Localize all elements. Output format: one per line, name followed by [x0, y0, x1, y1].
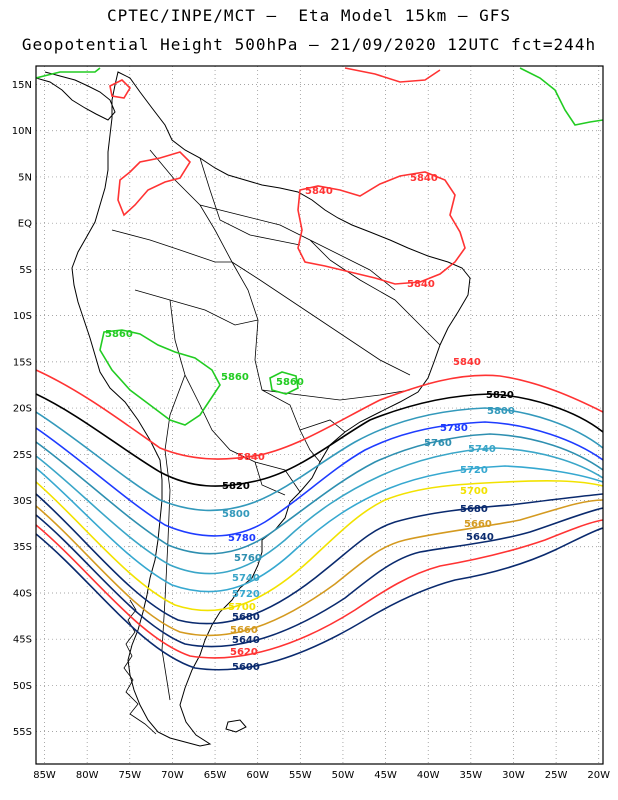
label-5660-1: 5660	[464, 519, 492, 530]
map-frame	[35, 65, 604, 765]
latitude-labels: 15N 10N 5N EQ 5S 10S 15S 20S 25S 30S 35S 40S 45S 50S 5…	[12, 80, 32, 738]
country-borders	[111, 149, 441, 701]
lat-tick-label: 15N	[12, 80, 32, 91]
contour-5860-north	[36, 67, 603, 126]
coastline	[36, 71, 471, 747]
map-title-line-1: CPTEC/INPE/MCT – Eta Model 15km – GFS	[106, 6, 512, 25]
label-5820-2: 5820	[222, 481, 250, 492]
lat-tick-label: 30S	[13, 496, 32, 507]
label-5660-2: 5660	[230, 625, 258, 636]
contour-5620	[36, 519, 603, 659]
label-5860-3: 5860	[276, 377, 304, 388]
contour-labels: 5840 5840 5840 5840 5840 5820 5820 5800 …	[105, 173, 515, 673]
lon-tick-label: 40W	[417, 770, 440, 781]
lon-tick-label: 75W	[118, 770, 141, 781]
contour-5840-small	[109, 79, 132, 99]
label-5860-2: 5860	[221, 372, 249, 383]
label-5760-2: 5760	[234, 553, 262, 564]
lon-tick-label: 25W	[545, 770, 568, 781]
lat-tick-label: 55S	[13, 727, 32, 738]
contour-5800	[36, 407, 603, 512]
label-5800-1: 5800	[487, 406, 515, 417]
lon-tick-label: 50W	[332, 770, 355, 781]
lon-tick-label: 60W	[246, 770, 269, 781]
contour-5600	[36, 527, 603, 671]
label-5840-5: 5840	[237, 452, 265, 463]
label-5640-1: 5640	[466, 532, 494, 543]
label-5820-1: 5820	[486, 390, 514, 401]
contour-5720	[36, 465, 603, 593]
contour-5840-south	[36, 369, 603, 460]
lon-tick-label: 30W	[502, 770, 525, 781]
label-5740-1: 5740	[468, 444, 496, 455]
contour-5760	[36, 433, 603, 555]
label-5840-1: 5840	[305, 186, 333, 197]
south-america-coast	[71, 71, 471, 747]
label-5680-2: 5680	[232, 612, 260, 623]
label-5840-3: 5840	[407, 279, 435, 290]
lon-tick-label: 45W	[374, 770, 397, 781]
longitude-labels: 85W 80W 75W 70W 65W 60W 55W 50W 45W 40W 35W 30W 25W 2…	[33, 770, 610, 781]
label-5780-2: 5780	[228, 533, 256, 544]
map-title-line-2: Geopotential Height 500hPa – 21/09/2020 …	[21, 35, 597, 54]
label-5620: 5620	[230, 647, 258, 658]
chile-archipelago	[123, 599, 157, 735]
contour-5860-east	[269, 371, 299, 395]
lat-tick-label: 40S	[13, 588, 32, 599]
lat-tick-label: 50S	[13, 681, 32, 692]
graticule	[36, 66, 603, 764]
lat-tick-label: 45S	[13, 635, 32, 646]
contour-5640	[36, 507, 603, 648]
label-5700-1: 5700	[460, 486, 488, 497]
label-5720-2: 5720	[232, 589, 260, 600]
label-5780-1: 5780	[440, 423, 468, 434]
contour-5820	[36, 393, 603, 487]
lon-tick-label: 85W	[33, 770, 56, 781]
contour-5660	[36, 499, 603, 637]
lat-tick-label: 5S	[19, 265, 32, 276]
lon-tick-label: 55W	[289, 770, 312, 781]
contour-5780	[36, 421, 603, 537]
lat-tick-label: 25S	[13, 450, 32, 461]
label-5840-2: 5840	[410, 173, 438, 184]
label-5740-2: 5740	[232, 573, 260, 584]
lat-tick-label: 10N	[12, 126, 32, 137]
lon-tick-label: 65W	[204, 770, 227, 781]
label-5680-1: 5680	[460, 504, 488, 515]
label-5700-2: 5700	[228, 602, 256, 613]
contour-5840-nw	[117, 151, 192, 217]
central-america-coast	[36, 71, 116, 121]
lon-tick-label: 70W	[161, 770, 184, 781]
label-5600: 5600	[232, 662, 260, 673]
lon-tick-label: 20W	[587, 770, 610, 781]
label-5800-2: 5800	[222, 509, 250, 520]
contour-5840-north	[297, 171, 466, 285]
lat-tick-label: 35S	[13, 542, 32, 553]
label-5760-1: 5760	[424, 438, 452, 449]
lon-tick-label: 80W	[76, 770, 99, 781]
lat-tick-label: 15S	[13, 357, 32, 368]
lat-tick-label: 10S	[13, 311, 32, 322]
label-5720-1: 5720	[460, 465, 488, 476]
height-contours	[36, 67, 603, 671]
contour-5840-top	[344, 67, 441, 83]
lat-tick-label: 5N	[18, 172, 32, 183]
label-5640-2: 5640	[232, 635, 260, 646]
contour-5740	[36, 447, 603, 575]
contour-5860-west	[99, 329, 221, 426]
falkland-islands	[225, 719, 247, 733]
lat-tick-label: 20S	[13, 404, 32, 415]
label-5840-4: 5840	[453, 357, 481, 368]
lon-tick-label: 35W	[460, 770, 483, 781]
lat-tick-label: EQ	[18, 219, 32, 230]
label-5860-1: 5860	[105, 329, 133, 340]
contour-5680	[36, 493, 603, 625]
contour-5700	[36, 480, 603, 612]
